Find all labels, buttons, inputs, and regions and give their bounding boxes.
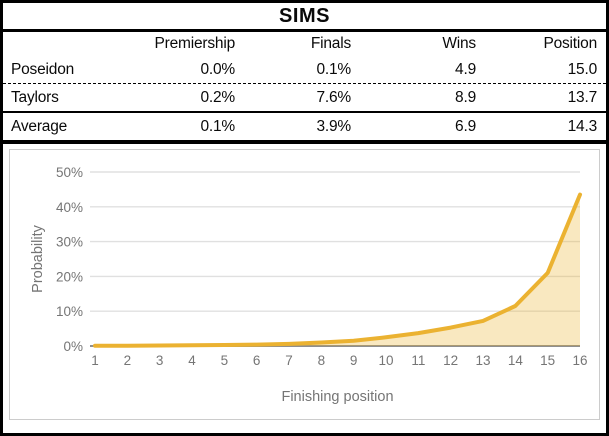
cell-wins: 8.9	[455, 88, 476, 106]
cell-position: 14.3	[567, 117, 598, 135]
x-tick-label: 5	[221, 353, 229, 368]
cell-position: 13.7	[567, 88, 598, 106]
y-tick-label: 20%	[56, 269, 83, 284]
x-tick-label: 16	[572, 353, 587, 368]
probability-line	[93, 192, 582, 348]
cell-position: 15.0	[567, 60, 598, 78]
table-title: SIMS	[3, 3, 606, 32]
x-tick-label: 10	[378, 353, 393, 368]
probability-area	[95, 194, 580, 346]
x-tick-label: 15	[540, 353, 555, 368]
cell-finals: 0.1%	[316, 60, 351, 78]
y-tick-label: 10%	[56, 304, 83, 319]
y-axis-title: Probability	[30, 224, 46, 292]
x-tick-label: 4	[188, 353, 196, 368]
cell-premiership: 0.0%	[200, 60, 235, 78]
x-tick-label: 8	[318, 353, 326, 368]
header-finals: Finals	[310, 35, 351, 52]
y-tick-label: 30%	[56, 235, 83, 250]
x-tick-label: 14	[508, 353, 524, 368]
row-label: Poseidon	[11, 60, 75, 78]
cell-wins: 6.9	[455, 117, 476, 135]
x-tick-label: 12	[443, 353, 458, 368]
y-tick-label: 40%	[56, 200, 83, 215]
cell-finals: 3.9%	[316, 117, 351, 135]
header-wins: Wins	[442, 35, 476, 52]
header-position: Position	[543, 35, 597, 52]
x-tick-label: 2	[124, 353, 132, 368]
y-tick-label: 50%	[56, 165, 83, 180]
table-header-row: Premiership Finals Wins Position	[3, 32, 606, 56]
x-tick-label: 11	[411, 353, 425, 368]
row-label: Average	[11, 117, 68, 135]
y-tick-label: 0%	[63, 339, 83, 354]
row-label: Taylors	[11, 88, 59, 106]
table-row: Taylors 0.2% 7.6% 8.9 13.7	[3, 83, 606, 111]
cell-finals: 7.6%	[316, 88, 351, 106]
table-row: Average 0.1% 3.9% 6.9 14.3	[3, 111, 606, 140]
probability-area-chart: 0%10%20%30%40%50%1 2 3 4 5 6 7 8 9 10 11 12 13 14 15 16…	[30, 165, 588, 405]
sims-table: SIMS Premiership Finals Wins Position Po…	[3, 3, 606, 144]
x-tick-label: 7	[285, 353, 293, 368]
cell-premiership: 0.1%	[200, 117, 235, 135]
x-tick-label: 1	[91, 353, 99, 368]
probability-chart-card: 0% 10% 20% 30% 40% 50% 1 2 3 4 5 6 7 8 9 10 11 12 13 14 15 16…	[9, 149, 600, 420]
cell-premiership: 0.2%	[200, 88, 235, 106]
x-tick-label: 3	[156, 353, 164, 368]
x-tick-label: 6	[253, 353, 261, 368]
x-tick-label: 13	[475, 353, 490, 368]
cell-wins: 4.9	[455, 60, 476, 78]
header-premiership: Premiership	[154, 35, 236, 52]
x-axis-title: Finishing position	[281, 389, 393, 405]
x-tick-label: 9	[350, 353, 358, 368]
table-row: Poseidon 0.0% 0.1% 4.9 15.0	[3, 56, 606, 83]
